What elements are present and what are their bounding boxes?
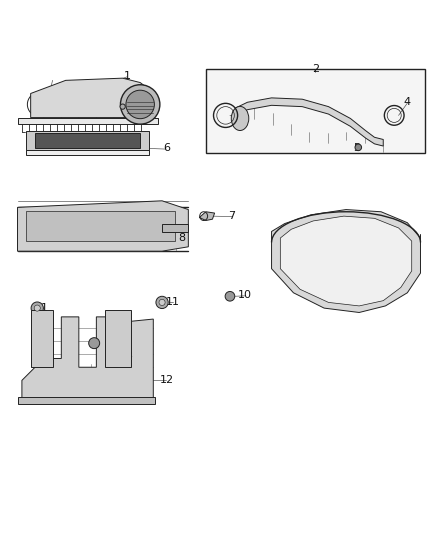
Ellipse shape — [159, 300, 165, 305]
Ellipse shape — [231, 107, 249, 131]
Bar — [206, 69, 425, 152]
Polygon shape — [280, 216, 412, 306]
Polygon shape — [236, 98, 383, 146]
Bar — [35, 133, 140, 148]
Polygon shape — [272, 209, 420, 312]
Polygon shape — [18, 118, 158, 124]
Text: 3: 3 — [231, 110, 238, 120]
Ellipse shape — [126, 90, 154, 119]
Polygon shape — [31, 78, 149, 118]
Polygon shape — [105, 310, 131, 367]
Text: 6: 6 — [163, 143, 170, 154]
Ellipse shape — [88, 338, 99, 349]
Text: 13: 13 — [120, 351, 134, 361]
Text: 12: 12 — [159, 375, 173, 385]
Text: 11: 11 — [35, 303, 49, 313]
Text: 5: 5 — [353, 143, 360, 154]
Ellipse shape — [225, 292, 235, 301]
Ellipse shape — [31, 302, 43, 314]
Bar — [26, 211, 175, 241]
Bar — [18, 397, 155, 405]
Polygon shape — [22, 317, 153, 402]
Bar — [26, 131, 149, 150]
Polygon shape — [31, 310, 53, 367]
Text: 7: 7 — [229, 211, 236, 221]
Text: 8: 8 — [178, 233, 185, 243]
Ellipse shape — [156, 296, 168, 309]
Text: 9: 9 — [382, 251, 389, 261]
Ellipse shape — [355, 144, 362, 151]
Polygon shape — [199, 212, 215, 221]
Ellipse shape — [120, 85, 160, 124]
Polygon shape — [18, 201, 188, 251]
Text: 10: 10 — [238, 290, 252, 300]
Text: 2: 2 — [312, 63, 319, 74]
Text: 4: 4 — [404, 97, 411, 107]
Text: 11: 11 — [166, 296, 180, 306]
Ellipse shape — [120, 104, 125, 109]
Ellipse shape — [34, 305, 40, 311]
Polygon shape — [162, 223, 188, 232]
Text: 1: 1 — [124, 71, 131, 81]
Bar — [26, 150, 149, 155]
